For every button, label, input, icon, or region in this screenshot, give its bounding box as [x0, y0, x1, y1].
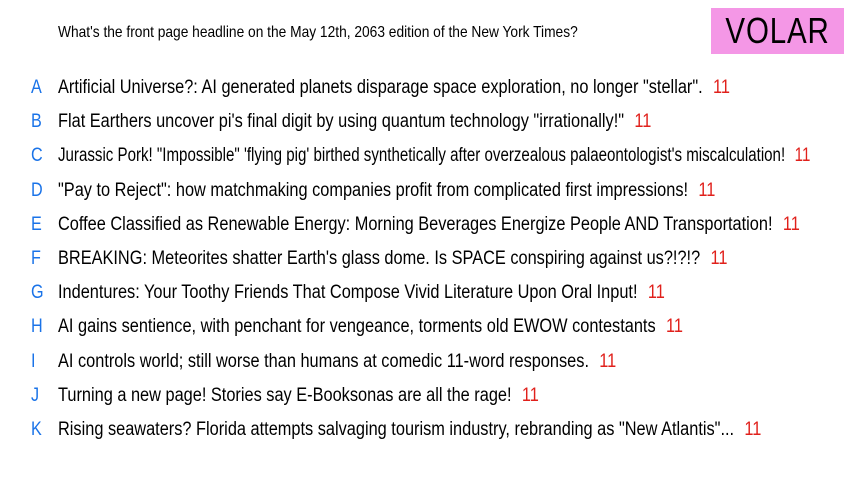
answer-score: 11 — [634, 111, 652, 133]
answer-score: 11 — [698, 179, 716, 201]
answer-score: 11 — [794, 145, 811, 167]
answer-letter: C — [31, 145, 43, 167]
answer-letter: E — [31, 213, 42, 235]
answer-text: Indentures: Your Toothy Friends That Com… — [58, 282, 638, 304]
answer-text-wrap: Artificial Universe?: AI generated plane… — [58, 77, 730, 99]
answer-row: G Indentures: Your Toothy Friends That C… — [0, 276, 853, 310]
answer-score: 11 — [744, 418, 762, 440]
answer-text: Jurassic Pork! "Impossible" 'flying pig'… — [58, 145, 786, 167]
answer-letter: G — [31, 282, 44, 304]
answer-score: 11 — [647, 282, 665, 304]
answer-text-wrap: AI controls world; still worse than huma… — [58, 351, 616, 373]
question-text: What's the front page headline on the Ma… — [58, 24, 578, 41]
answer-row: A Artificial Universe?: AI generated pla… — [0, 71, 853, 105]
answer-row: H AI gains sentience, with penchant for … — [0, 310, 853, 344]
answer-text: BREAKING: Meteorites shatter Earth's gla… — [58, 248, 701, 270]
answer-text: Turning a new page! Stories say E-Bookso… — [58, 384, 512, 406]
answer-text-wrap: Jurassic Pork! "Impossible" 'flying pig'… — [58, 145, 810, 167]
answer-text-wrap: Rising seawaters? Florida attempts salva… — [58, 419, 761, 441]
answer-row: F BREAKING: Meteorites shatter Earth's g… — [0, 242, 853, 276]
answer-score: 11 — [665, 316, 683, 338]
answer-row: J Turning a new page! Stories say E-Book… — [0, 379, 853, 413]
answer-list: A Artificial Universe?: AI generated pla… — [0, 71, 853, 447]
answer-letter: B — [31, 111, 42, 133]
answer-letter: H — [31, 316, 43, 338]
answer-text: Coffee Classified as Renewable Energy: M… — [58, 213, 773, 235]
answer-score: 11 — [710, 248, 728, 270]
answer-score: 11 — [713, 77, 730, 99]
answer-row: I AI controls world; still worse than hu… — [0, 345, 853, 379]
answer-row: B Flat Earthers uncover pi's final digit… — [0, 105, 853, 139]
answer-text: Rising seawaters? Florida attempts salva… — [58, 418, 735, 440]
answer-text: Flat Earthers uncover pi's final digit b… — [58, 111, 625, 133]
answer-letter: J — [31, 384, 40, 406]
answer-row: D "Pay to Reject": how matchmaking compa… — [0, 174, 853, 208]
answer-letter: F — [31, 248, 41, 270]
answer-score: 11 — [782, 213, 800, 235]
answer-row: K Rising seawaters? Florida attempts sal… — [0, 413, 853, 447]
answer-letter: A — [31, 77, 42, 99]
answer-score: 11 — [599, 350, 617, 372]
answer-text-wrap: "Pay to Reject": how matchmaking compani… — [58, 180, 715, 202]
answer-text-wrap: Turning a new page! Stories say E-Bookso… — [58, 385, 539, 407]
answer-row: E Coffee Classified as Renewable Energy:… — [0, 208, 853, 242]
answer-text: Artificial Universe?: AI generated plane… — [58, 77, 703, 99]
answer-text: AI controls world; still worse than huma… — [58, 350, 589, 372]
answer-letter: K — [31, 418, 42, 440]
logo-text: VOLAR — [725, 10, 830, 51]
answer-row: C Jurassic Pork! "Impossible" 'flying pi… — [0, 139, 853, 173]
answer-text-wrap: Coffee Classified as Renewable Energy: M… — [58, 214, 800, 236]
answer-text: "Pay to Reject": how matchmaking compani… — [58, 179, 689, 201]
answer-text-wrap: BREAKING: Meteorites shatter Earth's gla… — [58, 248, 727, 270]
answer-text-wrap: AI gains sentience, with penchant for ve… — [58, 316, 683, 338]
volar-logo: VOLAR — [711, 8, 844, 54]
answer-letter: I — [31, 350, 36, 372]
answer-score: 11 — [521, 384, 539, 406]
answer-text: AI gains sentience, with penchant for ve… — [58, 316, 656, 338]
answer-text-wrap: Flat Earthers uncover pi's final digit b… — [58, 111, 651, 133]
answer-text-wrap: Indentures: Your Toothy Friends That Com… — [58, 282, 665, 304]
answer-letter: D — [31, 179, 43, 201]
